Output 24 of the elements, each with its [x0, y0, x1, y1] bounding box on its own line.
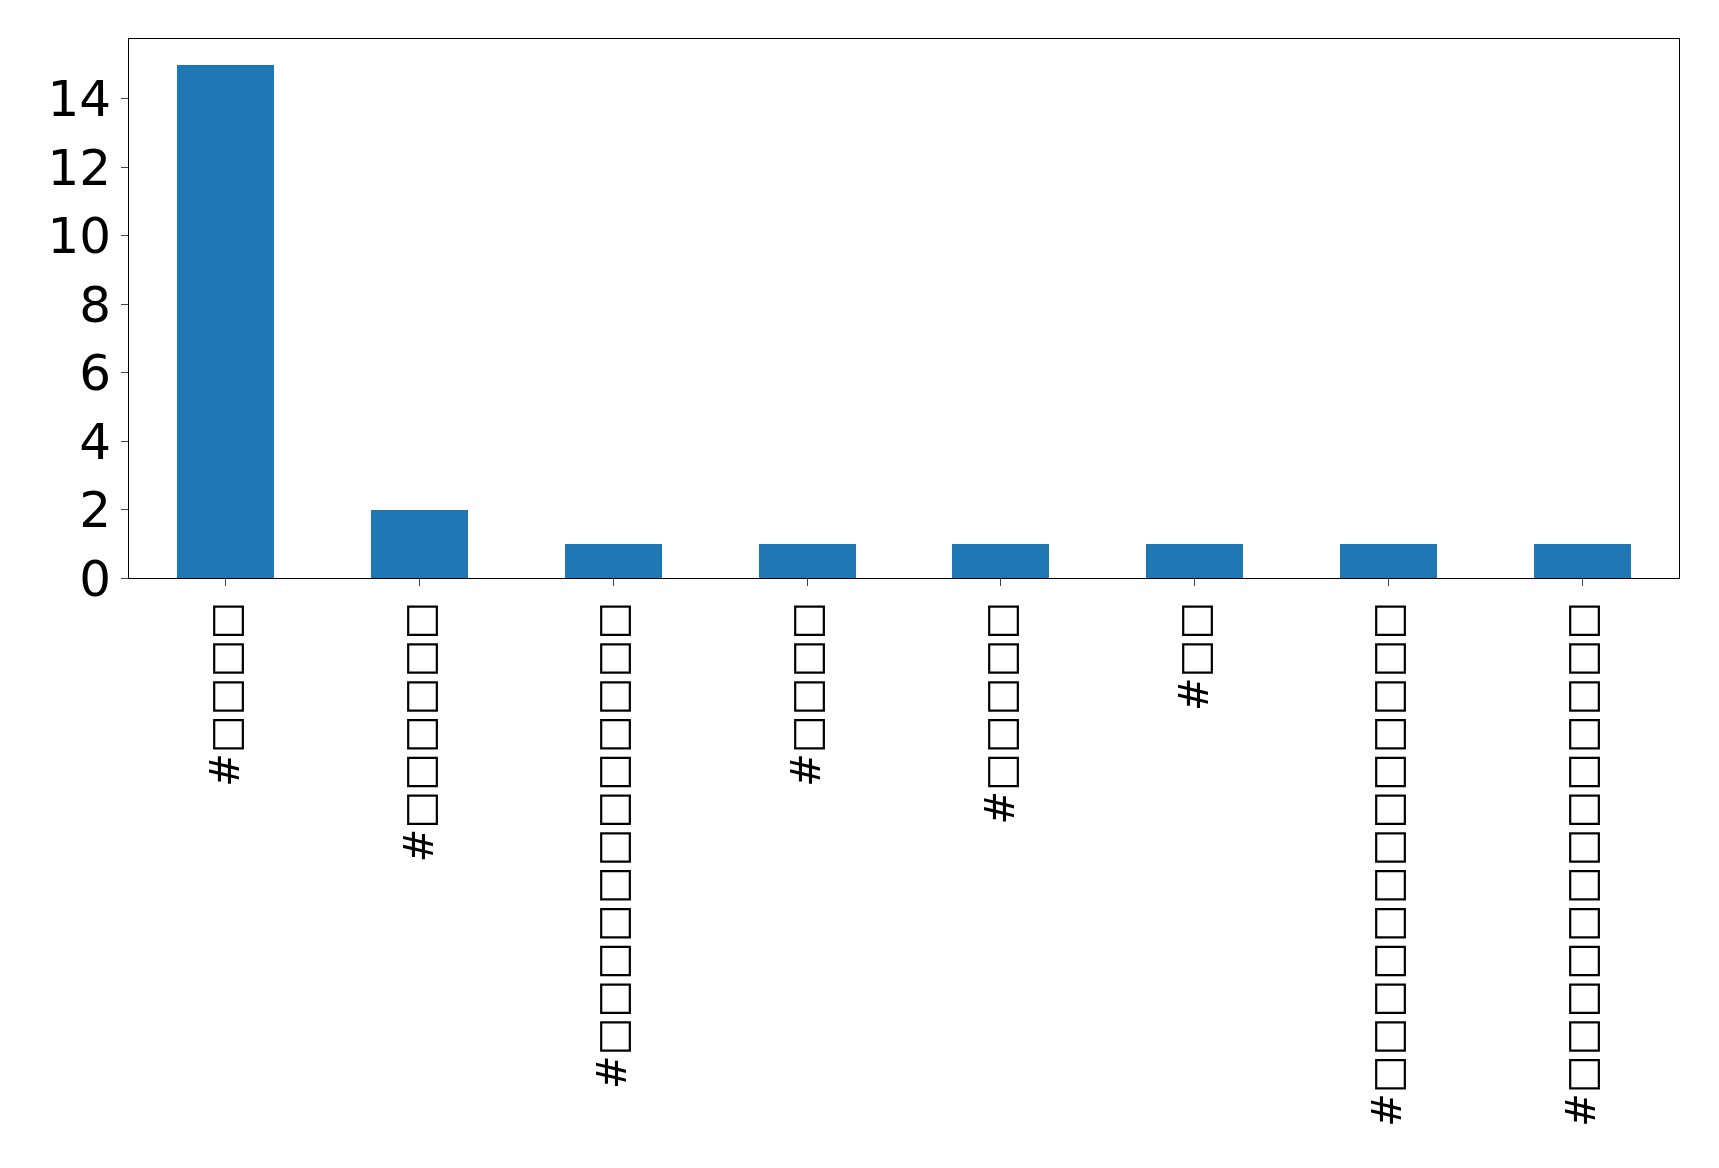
y-tick-label: 14 [47, 70, 111, 129]
x-tick-label: #□□□□ [783, 602, 830, 787]
bar [565, 544, 662, 578]
x-tick-label: #□□□□□□□□□□□□□ [1364, 602, 1411, 1127]
y-tick-label: 0 [79, 549, 111, 608]
y-tick-label: 8 [79, 275, 111, 334]
bar [1534, 544, 1631, 578]
bar [952, 544, 1049, 578]
bar [759, 544, 856, 578]
x-tick-label: #□□□□ [201, 602, 248, 787]
x-tick-label: #□□□□□ [976, 602, 1023, 825]
bar [177, 65, 274, 578]
y-tick-label: 10 [47, 207, 111, 266]
x-tick-label: #□□□□□□ [395, 602, 442, 863]
bar [1340, 544, 1437, 578]
y-tick-label: 12 [47, 138, 111, 197]
y-tick-label: 6 [79, 344, 111, 403]
y-tick-label: 4 [79, 412, 111, 471]
x-tick-label: #□□□□□□□□□□□□ [589, 602, 636, 1090]
bar [1146, 544, 1243, 578]
y-tick-label: 2 [79, 481, 111, 540]
bar [371, 510, 468, 578]
x-tick-label: #□□□□□□□□□□□□□ [1558, 602, 1605, 1127]
x-tick-label: #□□ [1170, 602, 1217, 712]
